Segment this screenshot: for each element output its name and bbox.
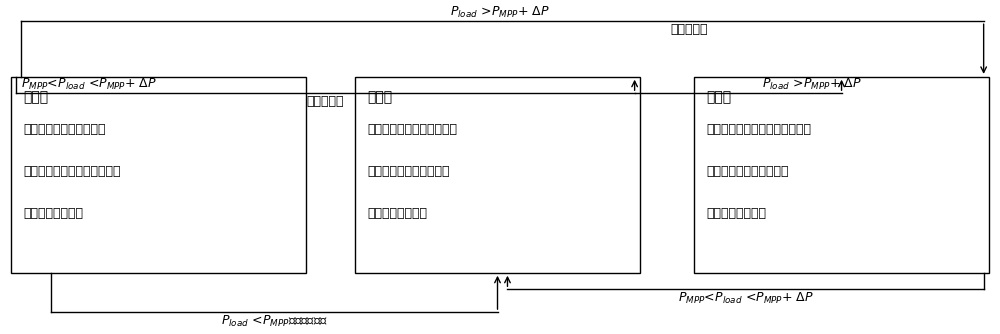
Text: 离合器状态：闭合: 离合器状态：闭合: [706, 207, 766, 220]
Text: 柴油发电机：发电机模式: 柴油发电机：发电机模式: [706, 165, 789, 178]
Text: $P_{MPP}$<$P_{load}$ <$P_{MPP}$+ $\Delta P$: $P_{MPP}$<$P_{load}$ <$P_{MPP}$+ $\Delta…: [678, 291, 814, 306]
Text: 柴油发电机：同步电容器模式: 柴油发电机：同步电容器模式: [23, 165, 121, 178]
Text: 模式二: 模式二: [367, 90, 392, 104]
Text: 模式三: 模式三: [706, 90, 732, 104]
Text: $P_{MPP}$<$P_{load}$ <$P_{MPP}$+ $\Delta P$: $P_{MPP}$<$P_{load}$ <$P_{MPP}$+ $\Delta…: [21, 76, 157, 92]
Text: 离合器状态：闭合: 离合器状态：闭合: [367, 207, 427, 220]
Text: 模式一: 模式一: [23, 90, 48, 104]
Text: 离合器闭合: 离合器闭合: [307, 95, 344, 108]
Text: 光伏系统：频率调节模式: 光伏系统：频率调节模式: [23, 123, 106, 136]
Bar: [11, 77, 306, 273]
Text: 光伏系统：有功率调节模式: 光伏系统：有功率调节模式: [367, 123, 457, 136]
Text: 离合器状态：分离: 离合器状态：分离: [23, 207, 83, 220]
Bar: [694, 77, 989, 273]
Text: 柴油发电机：发电机模式: 柴油发电机：发电机模式: [367, 165, 450, 178]
Bar: [355, 77, 640, 273]
Text: $P_{load}$ <$P_{MPP}$，离合器分离: $P_{load}$ <$P_{MPP}$，离合器分离: [221, 314, 328, 329]
Text: 光伏系统：最大功率点跟踪模式: 光伏系统：最大功率点跟踪模式: [706, 123, 811, 136]
Text: $P_{load}$ >$P_{MPP}$+ $\Delta P$: $P_{load}$ >$P_{MPP}$+ $\Delta P$: [762, 76, 861, 92]
Text: 离合器闭合: 离合器闭合: [671, 23, 708, 36]
Text: $P_{load}$ >$P_{MPP}$+ $\Delta P$: $P_{load}$ >$P_{MPP}$+ $\Delta P$: [450, 5, 550, 20]
